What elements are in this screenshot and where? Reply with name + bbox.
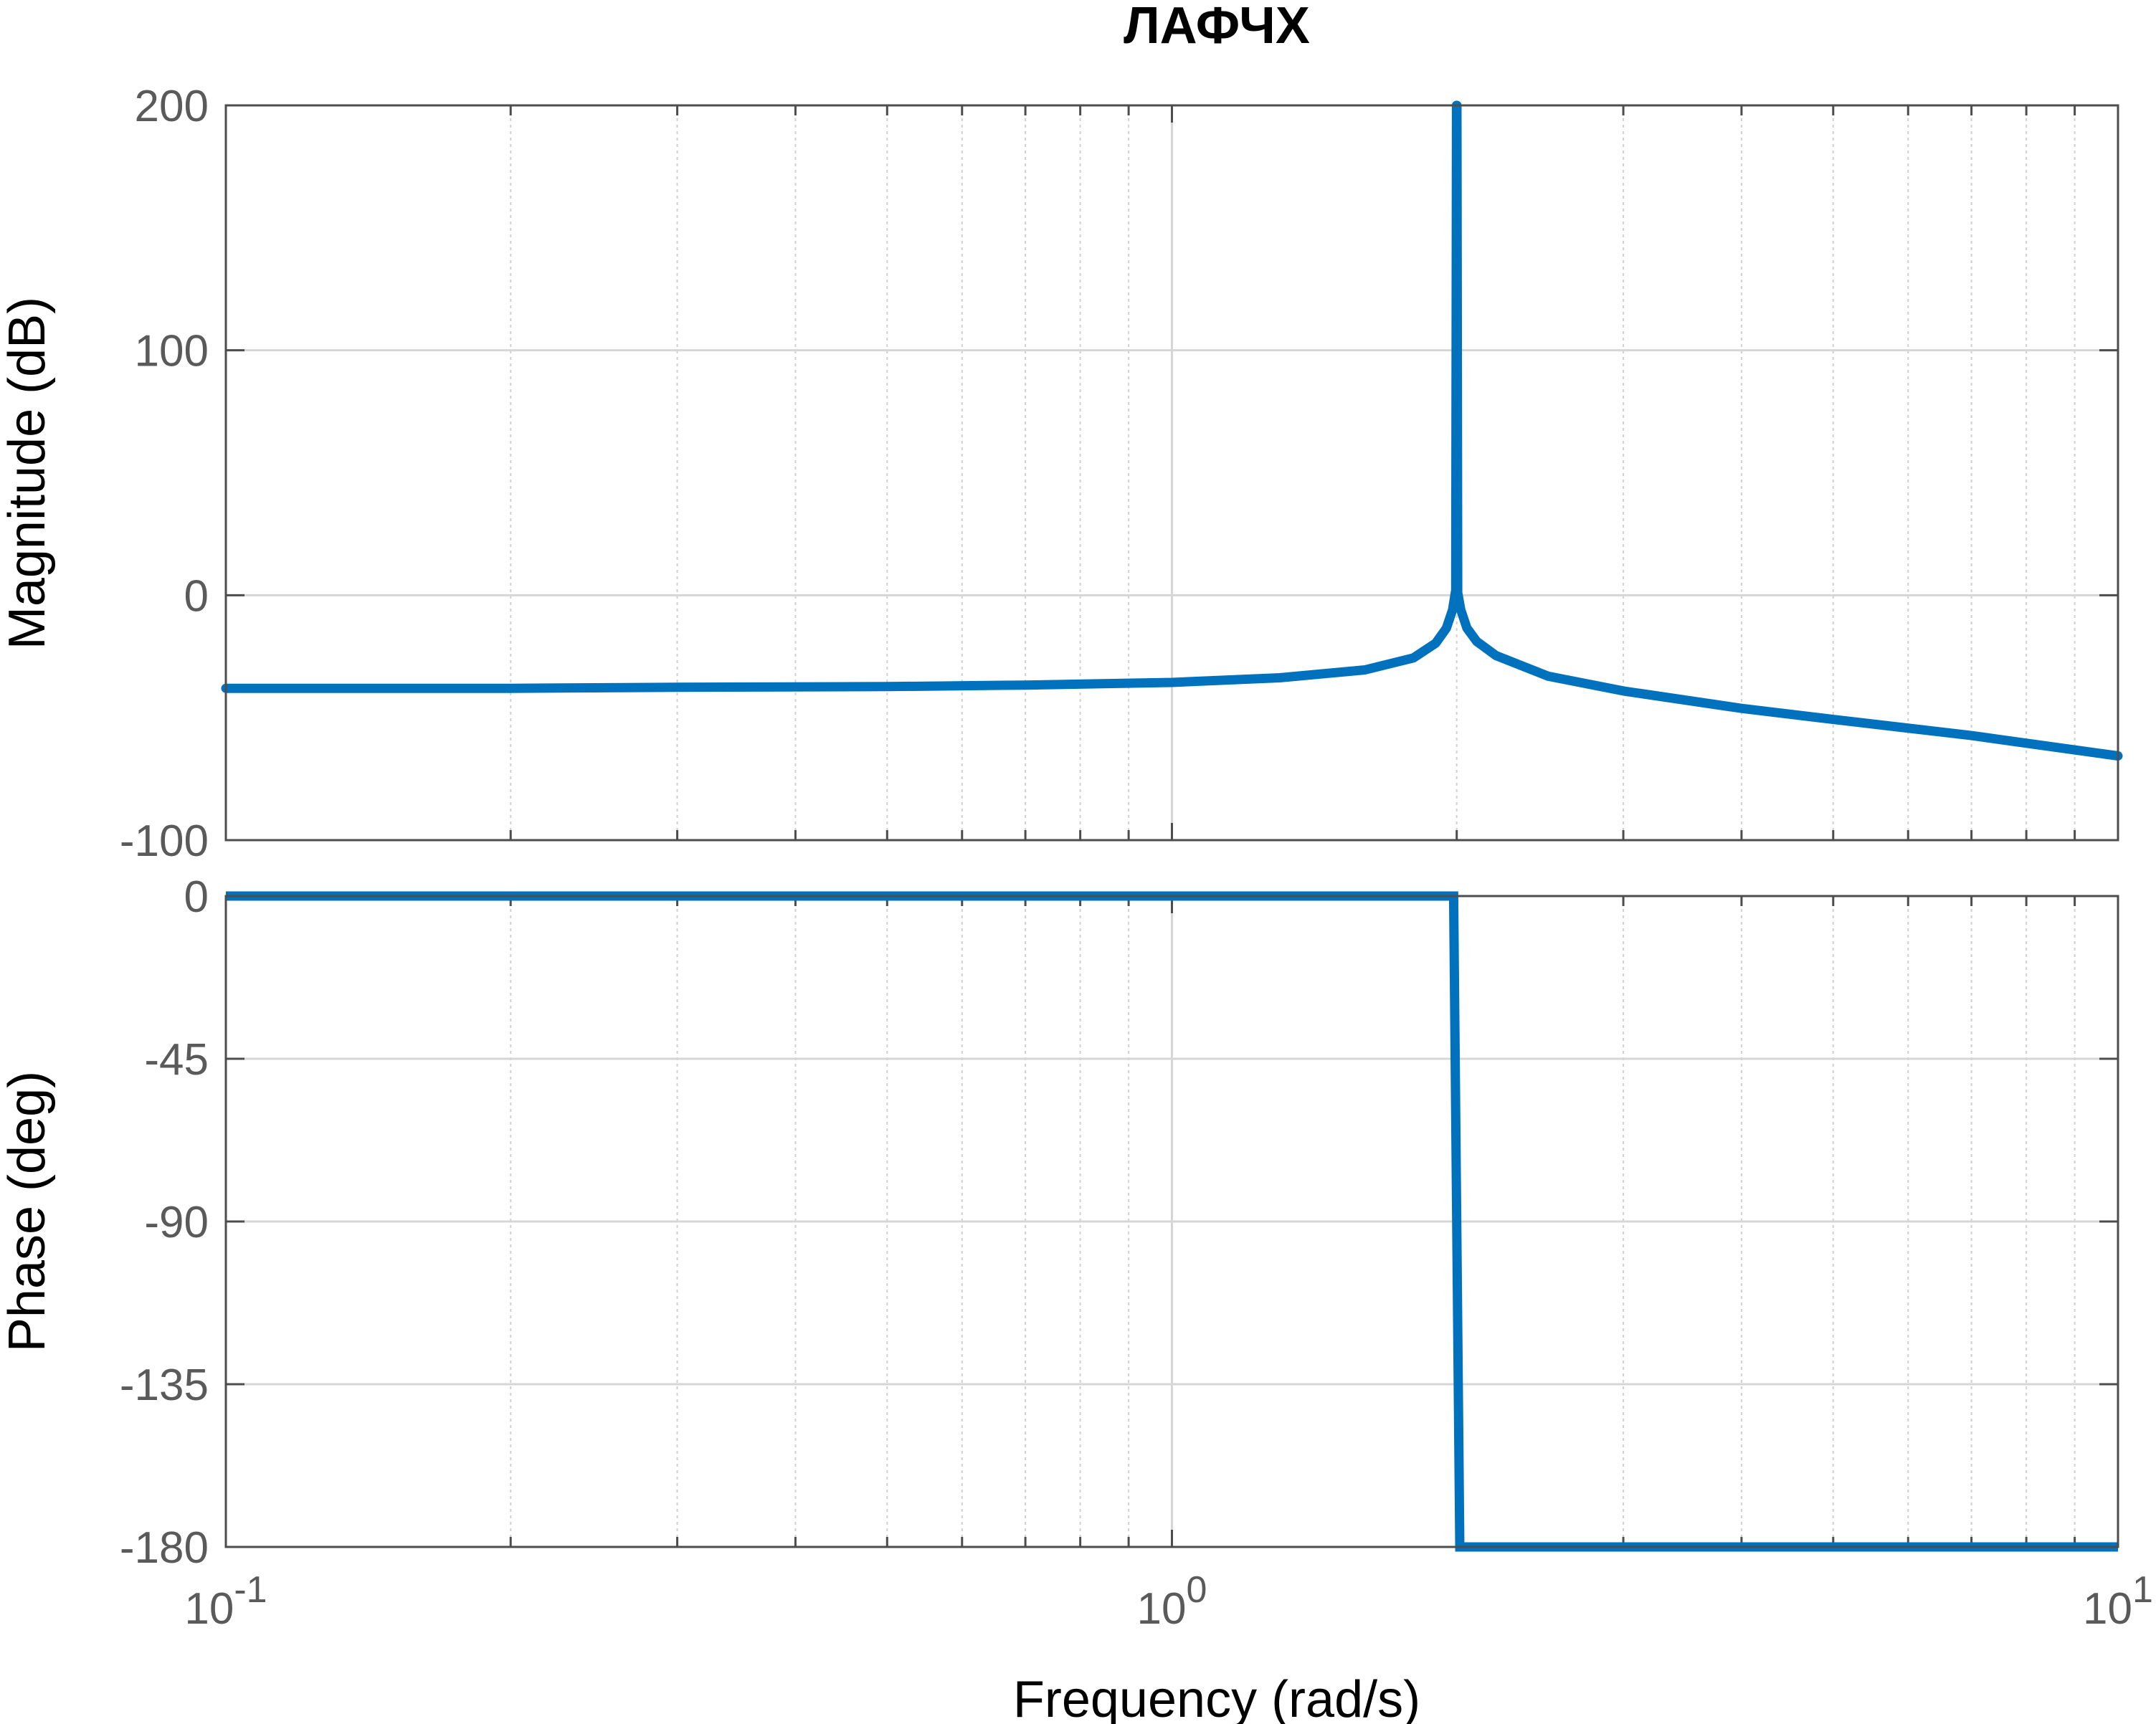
x-axis-label: Frequency (rad/s) xyxy=(1013,1671,1420,1724)
magnitude-series-line xyxy=(221,100,2123,761)
x-tick-label: 101 xyxy=(2083,1569,2153,1634)
magnitude-y-tick-label: -100 xyxy=(120,816,209,866)
x-tick-label: 10-1 xyxy=(184,1569,267,1634)
magnitude-y-ticks: 200 100 0 -100 xyxy=(120,82,2118,866)
phase-y-tick-label: 0 xyxy=(184,872,209,922)
phase-y-tick-label: -180 xyxy=(120,1523,209,1573)
magnitude-y-axis-label: Magnitude (dB) xyxy=(0,297,56,649)
phase-y-tick-label: -90 xyxy=(144,1198,209,1247)
magnitude-y-tick-label: 200 xyxy=(135,82,209,131)
chart-title: ЛАФЧХ xyxy=(1124,0,1310,54)
magnitude-y-tick-label: 100 xyxy=(135,327,209,376)
x-tick-label: 100 xyxy=(1137,1569,1207,1634)
phase-y-ticks: 0 -45 -90 -135 -180 xyxy=(120,872,2118,1573)
phase-y-axis-label: Phase (deg) xyxy=(0,1071,56,1352)
magnitude-y-tick-label: 0 xyxy=(184,571,209,621)
magnitude-panel: 200 100 0 -100 Magnitude (dB) xyxy=(0,82,2123,866)
phase-y-tick-label: -45 xyxy=(144,1035,209,1085)
phase-axes-box xyxy=(224,895,2119,1548)
phase-panel: 0 -45 -90 -135 -180 Phase (deg) xyxy=(0,872,2119,1573)
magnitude-axes-box xyxy=(224,104,2119,842)
x-tick-labels: 10-1 100 101 xyxy=(184,1569,2153,1634)
phase-y-tick-label: -135 xyxy=(120,1361,209,1410)
